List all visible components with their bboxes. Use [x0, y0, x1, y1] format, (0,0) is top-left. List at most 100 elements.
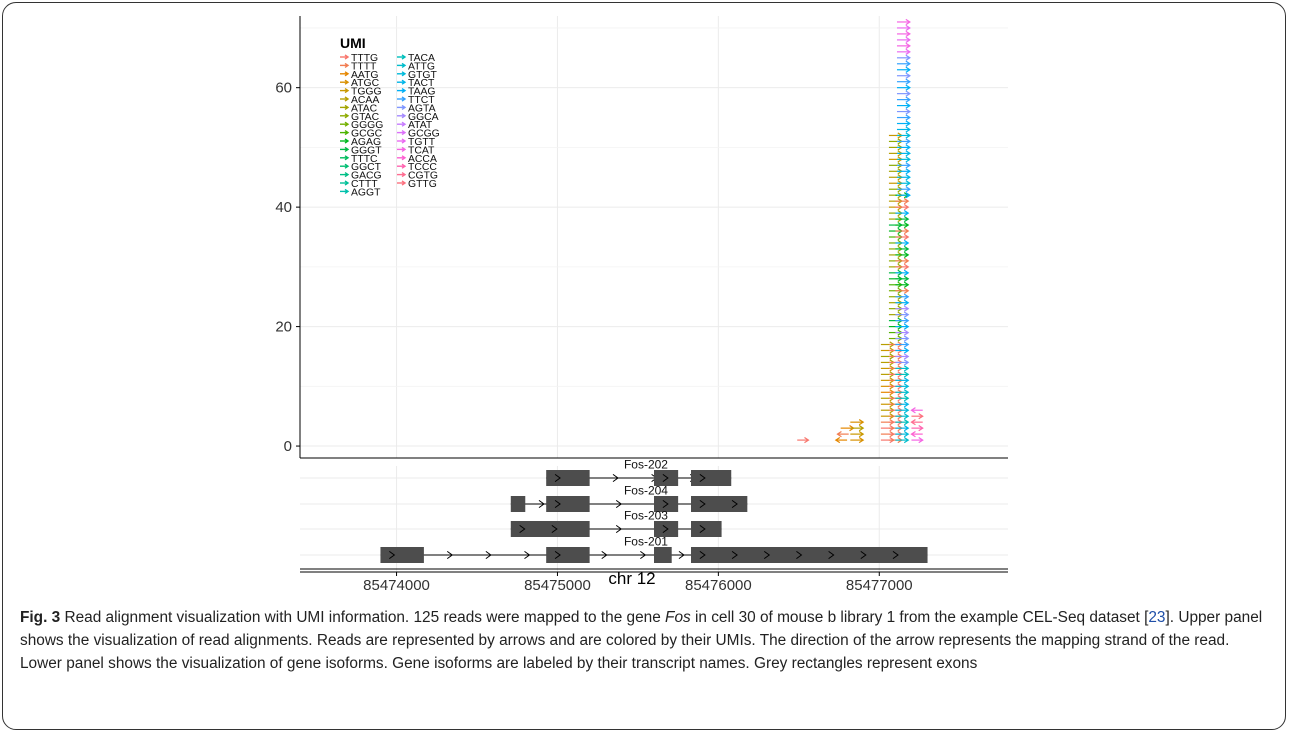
read-arrow: [896, 150, 911, 157]
read-arrow-head: [905, 24, 911, 32]
read-arrow: [896, 120, 911, 127]
isoform-strand-arrow: [678, 550, 685, 560]
exon: [510, 521, 590, 537]
read-arrow: [910, 431, 923, 438]
read-arrow-head: [903, 287, 910, 294]
isoform-strand-arrow: [615, 499, 623, 509]
read-arrow: [895, 204, 910, 211]
legend-label: AGAG: [351, 137, 381, 148]
read-arrow: [895, 419, 910, 426]
legend-label: GTGT: [408, 70, 438, 81]
read-arrow-head: [903, 413, 910, 420]
read-arrow-head: [905, 120, 911, 127]
read-arrow-head: [903, 263, 910, 270]
x-tick-label: 85477000: [846, 577, 913, 594]
legend-label: ATTG: [408, 61, 435, 72]
read-arrow: [896, 168, 911, 175]
read-arrow-head: [905, 162, 911, 169]
legend-key-head: [401, 71, 407, 77]
exon-strand-arrow: [699, 473, 706, 483]
legend-label: AATG: [351, 70, 379, 81]
legend-label: TGGG: [351, 87, 382, 98]
exon-strand-arrow: [389, 550, 396, 560]
legend-key-head: [344, 79, 350, 85]
exon-strand-arrow: [551, 524, 558, 534]
legend-entry: GGGG: [340, 120, 383, 131]
legend-entry: ATGC: [340, 78, 380, 89]
read-arrow: [895, 407, 910, 414]
caption-reference-link[interactable]: 23: [1148, 609, 1166, 626]
exon: [510, 496, 526, 512]
isoform-label: Fos-202: [624, 458, 668, 472]
legend-entry: AATG: [340, 70, 379, 81]
legend-key-head: [401, 62, 407, 68]
read-arrow: [850, 419, 865, 426]
legend-label: TCCC: [408, 162, 437, 173]
read-arrow: [896, 114, 911, 121]
read-arrow-head: [905, 138, 911, 145]
isoform-track: Fos-204: [510, 484, 748, 512]
legend-key-head: [344, 71, 350, 77]
legend-label: ACAA: [351, 95, 379, 106]
read-arrow: [895, 395, 910, 402]
read-arrow: [896, 162, 911, 169]
legend-label: AGGT: [351, 187, 381, 198]
read-arrow: [895, 239, 910, 247]
read-arrow-head: [903, 425, 910, 432]
read-arrow-head: [905, 168, 911, 175]
read-arrow-head: [905, 132, 911, 139]
read-arrow-head: [918, 425, 924, 432]
read-arrow-head: [905, 102, 911, 109]
read-arrow: [834, 436, 848, 444]
read-arrow: [911, 436, 924, 444]
read-arrow: [910, 407, 923, 414]
caption-text-1: Read alignment visualization with UMI in…: [60, 609, 666, 626]
legend-entry: AGTA: [397, 103, 436, 114]
legend-key-head: [344, 96, 350, 102]
read-arrow: [850, 431, 865, 438]
read-arrow-head: [910, 407, 916, 414]
exon: [654, 521, 679, 537]
legend-key-head: [401, 96, 407, 102]
legend-label: ATGC: [351, 78, 380, 89]
read-arrow: [895, 275, 910, 282]
legend-label: TCAT: [408, 145, 435, 156]
read-arrow-head: [903, 407, 910, 414]
caption-text-3: ]. Upper panel shows the visualization o…: [20, 609, 1263, 672]
legend-entry: ATAT: [397, 120, 433, 131]
read-arrow-head: [903, 371, 910, 378]
legend-label: GGGT: [351, 145, 382, 156]
legend-label: ACCA: [408, 154, 437, 165]
read-arrow-head: [834, 436, 841, 444]
read-arrow-head: [903, 299, 910, 306]
read-arrow-head: [903, 251, 910, 259]
legend-label: TTCT: [408, 95, 435, 106]
read-arrow: [895, 263, 910, 270]
read-arrow: [896, 30, 911, 38]
read-arrow: [895, 299, 910, 306]
read-arrow: [896, 36, 911, 43]
legend-label: TACT: [408, 78, 435, 89]
read-arrow-head: [905, 18, 911, 26]
y-tick-label: 60: [275, 80, 292, 97]
legend-key-head: [344, 155, 350, 161]
legend-key-head: [344, 138, 350, 144]
read-arrow: [836, 431, 849, 438]
read-arrow-head: [903, 395, 910, 402]
legend-key-head: [344, 88, 350, 94]
read-arrow-head: [905, 66, 911, 73]
read-arrow-head: [903, 365, 910, 372]
read-arrow: [896, 60, 911, 67]
read-arrow-head: [836, 431, 842, 438]
exon: [654, 496, 679, 512]
read-arrow-head: [903, 233, 910, 241]
read-arrow-head: [903, 347, 910, 354]
read-arrow: [895, 383, 910, 390]
read-arrow: [895, 293, 910, 300]
read-arrow-head: [905, 114, 911, 121]
read-arrow-head: [905, 150, 911, 157]
legend-entry: TTTT: [340, 61, 377, 72]
isoform-strand-arrow: [640, 550, 647, 560]
read-arrow-head: [903, 389, 910, 396]
legend-entry: GTTG: [397, 179, 437, 190]
